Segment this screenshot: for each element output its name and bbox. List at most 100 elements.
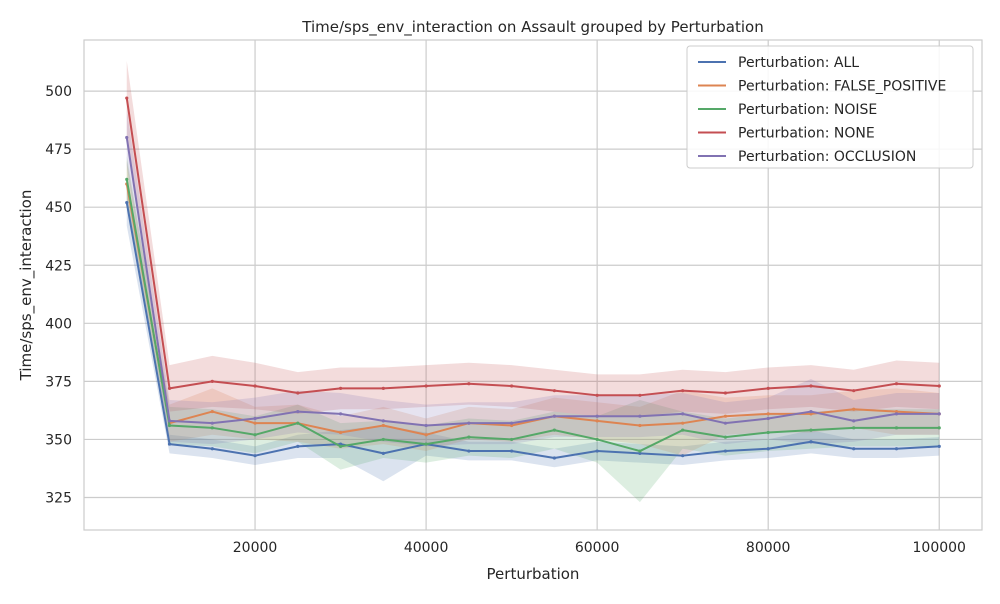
data-point: [381, 386, 385, 390]
data-point: [595, 419, 599, 423]
data-point: [937, 384, 941, 388]
series-band: [126, 156, 940, 503]
data-point: [937, 444, 941, 448]
data-point: [852, 419, 856, 423]
data-point: [210, 447, 214, 451]
data-point: [681, 454, 685, 458]
y-tick-label: 500: [45, 84, 72, 100]
data-point: [210, 426, 214, 430]
x-tick-label: 20000: [233, 540, 278, 556]
data-point: [296, 421, 300, 425]
data-point: [296, 391, 300, 395]
data-point: [809, 409, 813, 414]
data-point: [937, 426, 941, 430]
series-line: [125, 97, 940, 397]
data-point: [253, 421, 257, 425]
y-tick-label: 450: [45, 200, 72, 216]
x-tick-label: 80000: [746, 540, 791, 556]
legend: Perturbation: ALL Perturbation: FALSE_POS…: [686, 45, 974, 169]
data-point: [766, 412, 770, 416]
data-point: [338, 412, 343, 416]
data-point: [381, 423, 385, 428]
data-point: [894, 426, 899, 430]
x-tick-label: 60000: [575, 540, 620, 556]
series-lines: [125, 96, 941, 460]
data-point: [552, 414, 556, 418]
y-tick-label: 375: [45, 374, 72, 390]
data-point: [852, 389, 856, 393]
data-point: [638, 449, 642, 453]
data-point: [809, 412, 813, 416]
data-point: [210, 379, 214, 383]
data-point: [467, 435, 471, 439]
data-point: [296, 409, 300, 414]
data-point: [167, 386, 172, 390]
data-point: [681, 428, 685, 432]
data-point: [681, 412, 685, 416]
data-point: [723, 421, 728, 425]
data-point: [424, 423, 428, 428]
data-point: [937, 412, 941, 416]
data-point: [467, 421, 471, 425]
data-point: [852, 447, 856, 451]
data-point: [381, 451, 385, 455]
legend-label: Perturbation: NOISE: [738, 102, 877, 118]
data-point: [894, 409, 899, 414]
data-point: [424, 433, 428, 437]
data-point: [253, 454, 257, 458]
data-point: [638, 393, 642, 397]
tick-labels: 20000 40000 60000 80000 100000 325 350 375 400 42…: [45, 84, 966, 556]
data-point: [894, 447, 899, 451]
series-line: [125, 183, 940, 436]
data-point: [338, 444, 343, 448]
data-point: [167, 423, 172, 428]
y-tick-label: 400: [45, 316, 72, 332]
data-point: [809, 428, 813, 432]
data-point: [723, 449, 728, 453]
series-band: [126, 179, 940, 482]
data-point: [852, 426, 856, 430]
data-point: [894, 412, 899, 416]
data-point: [595, 393, 599, 397]
data-point: [681, 421, 685, 425]
x-tick-label: 100000: [913, 540, 966, 556]
data-point: [595, 437, 599, 442]
series-line: [125, 137, 940, 427]
data-point: [852, 407, 856, 411]
data-point: [253, 433, 257, 437]
data-point: [809, 440, 813, 444]
data-point: [766, 447, 770, 451]
data-point: [125, 135, 129, 140]
y-tick-label: 325: [45, 490, 72, 506]
data-point: [638, 414, 642, 418]
data-point: [766, 386, 770, 390]
data-point: [125, 177, 129, 181]
data-point: [638, 451, 642, 455]
data-point: [552, 428, 556, 432]
data-point: [510, 421, 514, 425]
data-point: [424, 442, 428, 446]
data-point: [510, 437, 514, 442]
series-line: [125, 179, 940, 453]
data-point: [552, 389, 556, 393]
data-point: [381, 419, 385, 423]
data-point: [681, 389, 685, 393]
series-band: [126, 60, 940, 417]
data-point: [510, 384, 514, 388]
grid: [84, 40, 982, 530]
data-point: [766, 430, 770, 435]
data-point: [723, 414, 728, 418]
data-point: [338, 430, 343, 435]
data-point: [723, 435, 728, 439]
data-point: [723, 391, 728, 395]
data-point: [253, 384, 257, 388]
legend-label: Perturbation: FALSE_POSITIVE: [738, 79, 946, 95]
y-axis-title: Time/sps_env_interaction: [17, 190, 36, 382]
chart-title: Time/sps_env_interaction on Assault grou…: [301, 18, 763, 37]
plot-frame: [83, 39, 983, 531]
data-point: [381, 437, 385, 442]
data-point: [809, 384, 813, 388]
legend-label: Perturbation: OCCLUSION: [738, 149, 916, 165]
